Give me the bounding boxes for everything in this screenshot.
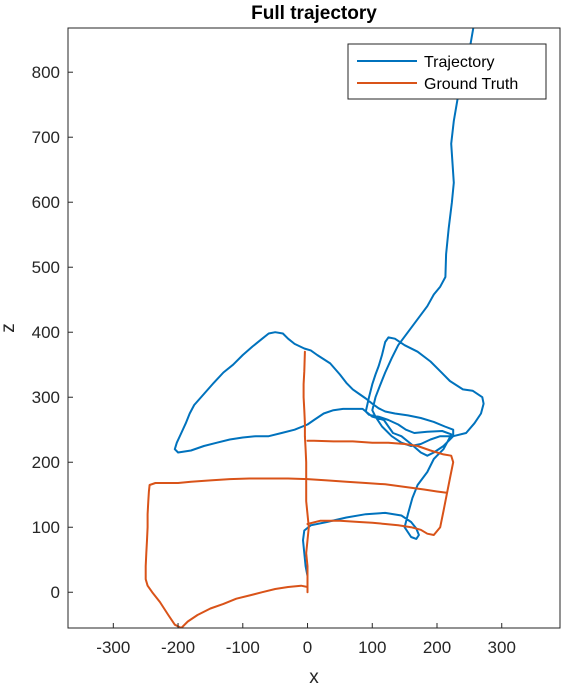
y-tick-label: 100	[32, 518, 60, 537]
x-tick-label: -100	[226, 638, 260, 657]
chart-title: Full trajectory	[251, 3, 377, 24]
y-axis-label: z	[0, 323, 19, 333]
y-tick-label: 400	[32, 323, 60, 342]
y-tick-label: 0	[51, 583, 60, 602]
y-tick-label: 700	[32, 128, 60, 147]
trajectory-line	[173, 28, 485, 577]
x-axis-label: x	[309, 667, 319, 687]
legend-box	[347, 43, 547, 100]
x-tick-label: 200	[423, 638, 451, 657]
ground-truth-line	[144, 350, 455, 628]
x-tick-label: 300	[488, 638, 516, 657]
legend: Trajectory Ground Truth	[347, 43, 547, 100]
y-tick-label: 600	[32, 193, 60, 212]
legend-label-ground-truth: Ground Truth	[424, 76, 518, 93]
y-tick-label: 800	[32, 63, 60, 82]
legend-label-trajectory: Trajectory	[424, 54, 495, 71]
x-tick-label: 100	[358, 638, 386, 657]
x-tick-label: -300	[96, 638, 130, 657]
y-tick-label: 300	[32, 388, 60, 407]
y-tick-label: 200	[32, 453, 60, 472]
x-tick-label: -200	[161, 638, 195, 657]
y-tick-label: 500	[32, 258, 60, 277]
x-tick-label: 0	[303, 638, 312, 657]
axes-frame	[67, 27, 561, 629]
